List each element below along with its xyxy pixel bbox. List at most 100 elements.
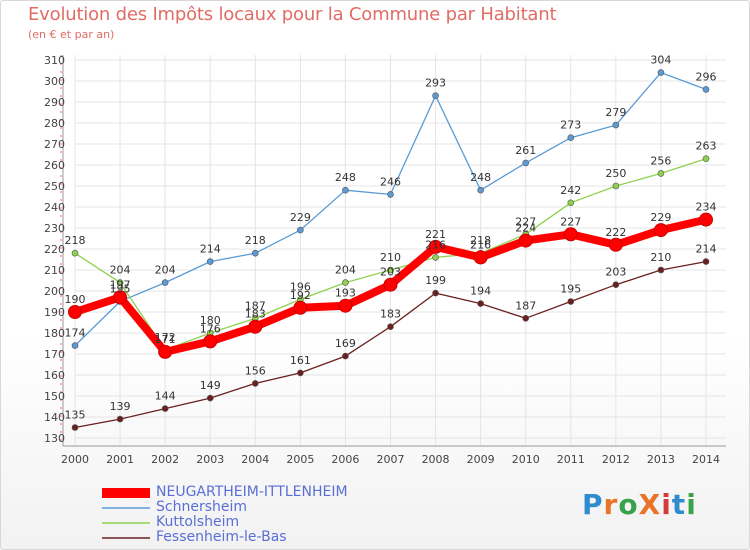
data-point: [653, 223, 668, 238]
data-label: 227: [515, 215, 536, 228]
logo-letter: i: [686, 488, 697, 521]
data-label: 203: [605, 266, 626, 279]
legend-label: Schnersheim: [156, 499, 248, 515]
x-tick-label: 2002: [151, 453, 179, 466]
chart-subtitle: (en € et par an): [28, 28, 115, 41]
data-label: 169: [335, 337, 356, 350]
data-label: 221: [425, 228, 446, 241]
data-point: [567, 199, 575, 207]
data-point: [657, 170, 665, 177]
data-point: [116, 415, 124, 423]
data-point: [702, 86, 710, 93]
series-lines: [68, 69, 713, 431]
data-point: [612, 121, 620, 129]
data-label: 195: [560, 283, 581, 296]
data-point: [248, 319, 263, 334]
data-label: 174: [65, 327, 86, 340]
data-point: [699, 212, 713, 227]
data-point: [297, 369, 304, 377]
data-label: 229: [650, 211, 671, 224]
data-label: 190: [65, 293, 86, 306]
y-tick-label: 130: [44, 432, 65, 445]
legend-item[interactable]: Fessenheim-le-Bas: [100, 529, 348, 545]
x-tick-label: 2008: [422, 453, 450, 466]
y-tick-label: 140: [44, 411, 65, 424]
data-label: 171: [155, 333, 176, 346]
data-point: [251, 380, 259, 387]
chart-title: Evolution des Impôts locaux pour la Comm…: [28, 4, 557, 25]
x-tick-label: 2011: [557, 453, 585, 466]
x-tick-label: 2014: [692, 453, 720, 466]
data-label: 144: [155, 390, 176, 403]
y-tick-label: 310: [44, 54, 65, 67]
data-point: [563, 227, 578, 242]
data-label: 187: [245, 299, 266, 312]
y-tick-label: 230: [44, 222, 65, 235]
legend-item[interactable]: Kuttolsheim: [100, 514, 348, 530]
data-label: 304: [650, 54, 671, 67]
y-tick-label: 240: [44, 201, 65, 214]
y-tick-label: 170: [44, 348, 65, 361]
data-point: [657, 266, 665, 274]
data-point: [612, 281, 620, 289]
data-point: [612, 182, 620, 190]
data-point: [428, 239, 443, 254]
x-tick-label: 2012: [602, 453, 630, 466]
data-point: [567, 134, 575, 141]
x-tick-label: 2000: [61, 453, 89, 466]
data-point: [432, 92, 439, 99]
data-label: 195: [110, 283, 131, 296]
x-tick-label: 2006: [331, 453, 359, 466]
data-point: [567, 298, 575, 305]
legend-label: Kuttolsheim: [156, 514, 240, 530]
data-label: 139: [110, 400, 131, 413]
data-point: [342, 279, 349, 286]
x-axis-tick-labels: 2000 2001 2002 2003 2004 2005 2006 2007 2008 2009…: [61, 453, 720, 466]
data-label: 216: [425, 238, 446, 251]
data-label: 263: [696, 140, 717, 153]
data-label: 218: [65, 234, 86, 247]
axes: [60, 55, 726, 447]
y-tick-label: 200: [44, 285, 65, 298]
legend-swatch-kuttolsheim: [102, 521, 150, 524]
data-point: [473, 250, 488, 265]
data-point: [432, 254, 439, 261]
logo-letter: t: [671, 488, 687, 521]
proxiti-logo: ProXiti: [582, 488, 697, 521]
legend-item[interactable]: Schnersheim: [100, 499, 348, 515]
data-label: 248: [470, 171, 491, 184]
legend-label: Fessenheim-le-Bas: [156, 529, 287, 545]
data-point: [387, 191, 394, 198]
data-label: 149: [200, 379, 221, 392]
data-label: 227: [560, 215, 581, 228]
data-label: 193: [335, 287, 356, 300]
data-label: 204: [110, 264, 131, 277]
legend-item[interactable]: NEUGARTHEIM-ITTLENHEIM: [100, 484, 348, 500]
data-point: [206, 394, 214, 402]
data-point: [158, 344, 173, 359]
y-tick-label: 220: [44, 243, 65, 256]
data-label: 210: [380, 251, 401, 264]
data-label: 214: [200, 243, 221, 256]
data-label: 192: [290, 289, 311, 302]
data-point: [71, 342, 79, 349]
y-tick-label: 280: [44, 117, 65, 130]
x-tick-label: 2007: [377, 453, 405, 466]
data-point: [71, 424, 79, 431]
logo-letter: i: [661, 488, 672, 521]
data-point: [113, 290, 128, 305]
logo-letter: r: [603, 488, 619, 521]
x-tick-label: 2009: [467, 453, 495, 466]
data-point: [338, 298, 353, 313]
data-label: 246: [380, 175, 401, 188]
data-label: 197: [110, 278, 131, 291]
logo-letter: P: [582, 488, 604, 521]
x-tick-label: 2004: [241, 453, 269, 466]
data-label: 214: [696, 243, 717, 256]
x-tick-label: 2013: [647, 453, 675, 466]
data-point: [206, 258, 214, 265]
x-tick-label: 2010: [512, 453, 540, 466]
data-point: [432, 289, 439, 297]
data-label: 187: [515, 299, 536, 312]
data-label: 216: [470, 238, 491, 251]
